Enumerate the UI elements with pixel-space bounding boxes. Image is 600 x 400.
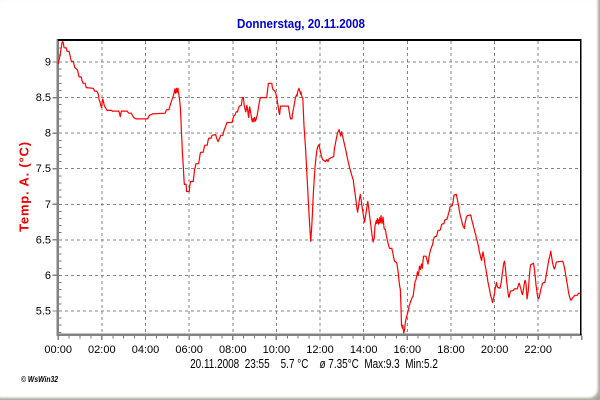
svg-text:9: 9 <box>45 57 51 69</box>
svg-text:00:00: 00:00 <box>44 344 72 356</box>
svg-text:5.5: 5.5 <box>36 306 51 318</box>
svg-text:7: 7 <box>45 199 51 211</box>
svg-text:20:00: 20:00 <box>481 344 509 356</box>
svg-text:06:00: 06:00 <box>175 344 203 356</box>
svg-text:02:00: 02:00 <box>88 344 116 356</box>
svg-text:8.5: 8.5 <box>36 92 51 104</box>
svg-text:16:00: 16:00 <box>394 344 422 356</box>
svg-text:04:00: 04:00 <box>132 344 160 356</box>
svg-text:6: 6 <box>45 270 51 282</box>
svg-text:08:00: 08:00 <box>219 344 247 356</box>
svg-text:7.5: 7.5 <box>36 163 51 175</box>
svg-text:18:00: 18:00 <box>437 344 465 356</box>
svg-text:12:00: 12:00 <box>306 344 334 356</box>
svg-text:14:00: 14:00 <box>350 344 378 356</box>
svg-text:6.5: 6.5 <box>36 234 51 246</box>
svg-text:10:00: 10:00 <box>263 344 291 356</box>
svg-text:22:00: 22:00 <box>524 344 552 356</box>
svg-text:8: 8 <box>45 128 51 140</box>
